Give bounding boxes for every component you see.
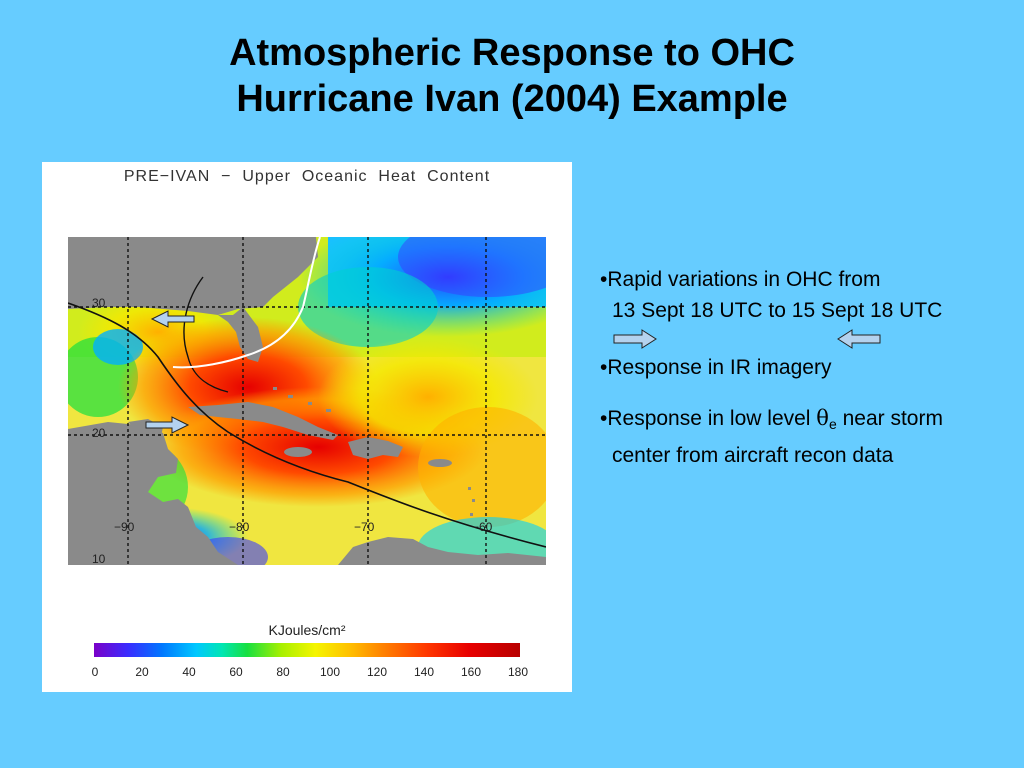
bullet-1: •Rapid variations in OHC from 13 Sept 18… xyxy=(600,264,1020,326)
right-arrow-icon xyxy=(613,329,657,349)
colorbar-tick: 160 xyxy=(460,665,482,679)
colorbar-tick: 0 xyxy=(91,665,99,679)
colorbar-tick: 60 xyxy=(229,665,243,679)
ohc-map xyxy=(68,237,546,565)
bullet-2: •Response in IR imagery xyxy=(600,356,832,379)
bullet-3-prefix: •Response in low level xyxy=(600,407,817,430)
colorbar-tick: 80 xyxy=(276,665,290,679)
lat-label-20: 20 xyxy=(92,426,106,440)
spacer xyxy=(600,383,1020,403)
colorbar-label: KJoules/cm² xyxy=(268,622,346,638)
lat-label-10: 10 xyxy=(92,552,106,566)
bullet-3-suffix: near storm xyxy=(836,407,943,430)
colorbar-tick: 140 xyxy=(413,665,435,679)
ohc-map-figure: PRE−IVAN − Upper Oceanic Heat Content xyxy=(42,162,572,692)
colorbar-tick: 100 xyxy=(319,665,341,679)
title-line-2: Hurricane Ivan (2004) Example xyxy=(236,78,788,120)
bullet-3-line-2: center from aircraft recon data xyxy=(612,444,894,467)
colorbar-tick: 120 xyxy=(366,665,388,679)
left-arrow-icon xyxy=(837,329,881,349)
lon-label-90: −90 xyxy=(114,520,135,534)
colorbar xyxy=(94,643,520,657)
arrow-row xyxy=(600,326,1020,352)
theta-subscript: e xyxy=(828,416,837,432)
colorbar-tick: 180 xyxy=(507,665,529,679)
lat-label-30: 30 xyxy=(92,296,106,310)
lon-label-60: −60 xyxy=(472,520,493,534)
colorbar-tick: 40 xyxy=(182,665,196,679)
theta-symbol: θ xyxy=(816,406,829,430)
bullet-1-line-2: 13 Sept 18 UTC to 15 Sept 18 UTC xyxy=(612,299,943,322)
bullet-3: •Response in low level θe near storm cen… xyxy=(600,403,1020,471)
lon-label-70: −70 xyxy=(354,520,375,534)
ohc-map-graphic xyxy=(68,237,546,565)
map-title: PRE−IVAN − Upper Oceanic Heat Content xyxy=(123,168,491,185)
colorbar-tick: 20 xyxy=(135,665,149,679)
title-line-1: Atmospheric Response to OHC xyxy=(229,32,795,74)
bullet-list: •Rapid variations in OHC from 13 Sept 18… xyxy=(600,264,1020,471)
slide-title: Atmospheric Response to OHC Hurricane Iv… xyxy=(0,30,1024,122)
lon-label-80: −80 xyxy=(229,520,250,534)
bullet-1-line-1: •Rapid variations in OHC from xyxy=(600,268,881,291)
